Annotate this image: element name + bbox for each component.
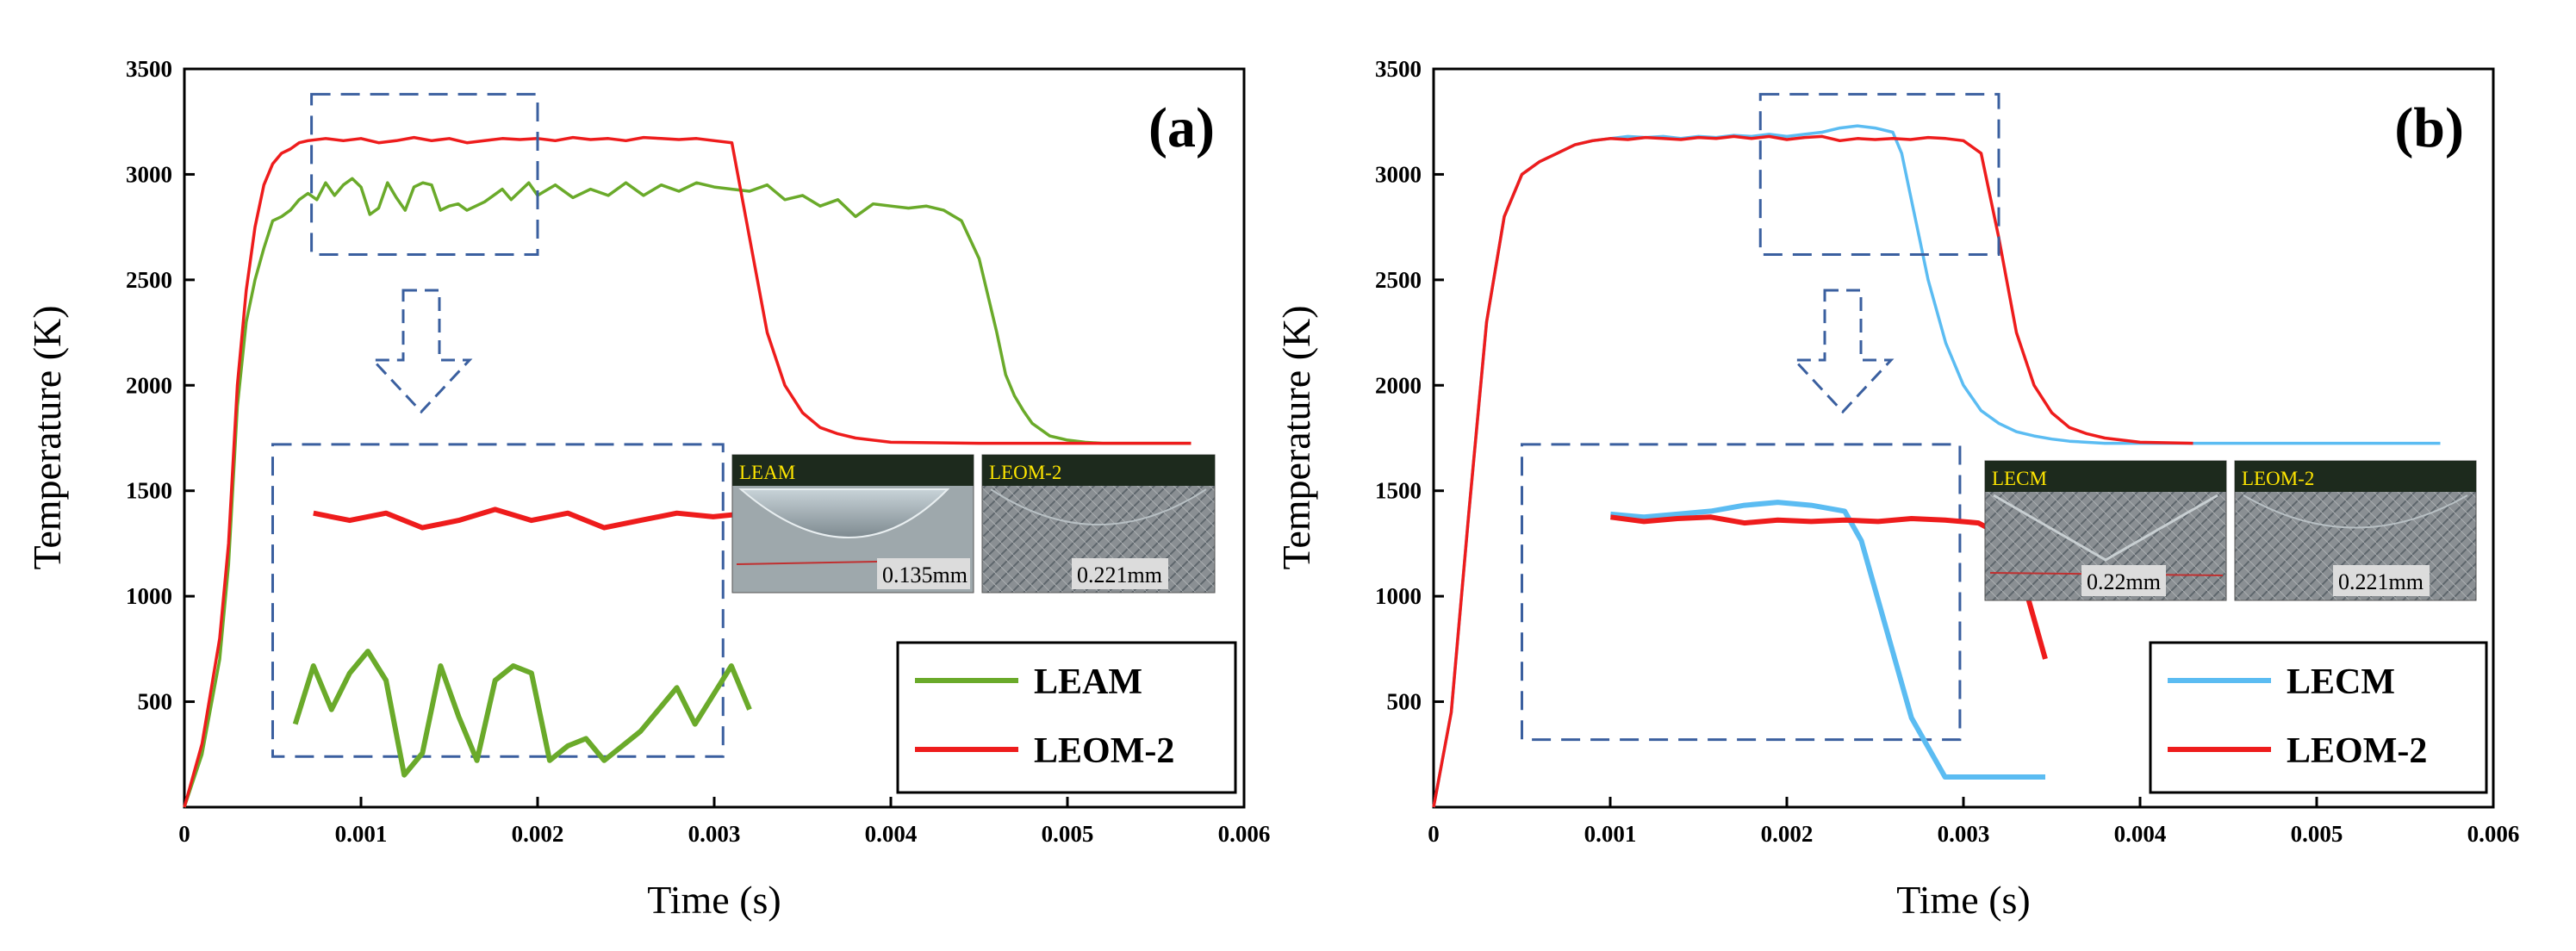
x-tick-label: 0.004 [2114,821,2167,847]
zoom-window-box [1758,92,2000,256]
y-tick-label: 2500 [126,267,172,293]
y-axis: 500 1000 1500 2000 2500 3000 3500 [1375,56,1444,715]
micrograph-label: LECM [1992,468,2047,489]
y-tick-label: 3500 [1375,56,1422,82]
y-axis: 500 1000 1500 2000 2500 3000 3500 [126,56,195,715]
inset-series-line-leom-2 [313,507,750,531]
legend: LEAM LEOM-2 [896,641,1237,794]
inset-box [1521,443,1962,742]
scale-label: 0.221mm [2338,569,2424,594]
x-tick-label: 0.001 [1584,821,1637,847]
scale-label: 0.221mm [1077,563,1162,587]
y-tick-label: 500 [138,689,173,715]
inset-series-line-leam [292,649,752,778]
series-lines [1432,124,2441,808]
scale-label: 0.135mm [882,563,968,587]
y-axis-title: Temperature (K) [25,305,69,569]
x-tick-label: 0.003 [688,821,741,847]
x-tick-label: 0.003 [1938,821,1990,847]
y-tick-label: 2500 [1375,267,1422,293]
x-axis: 0 0.001 0.002 0.003 0.004 0.005 0.006 [178,797,1270,847]
series-line-leam [183,177,1192,808]
legend-label: LEOM-2 [2287,731,2427,771]
inset-lines [1610,500,2048,780]
y-tick-label: 3000 [1375,161,1422,187]
micrograph-label: LEOM-2 [989,462,1061,483]
panel-label: (a) [1148,96,1215,159]
y-tick-label: 2000 [1375,372,1422,398]
y-tick-label: 3500 [126,56,172,82]
legend-label: LEOM-2 [1034,731,1174,771]
x-tick-label: 0.004 [865,821,918,847]
micrograph-lecm: LECM 0.22mm [1984,460,2227,601]
y-tick-label: 1000 [1375,583,1422,609]
x-tick-label: 0 [1428,821,1440,847]
y-tick-label: 1000 [126,583,172,609]
legend-label: LEAM [1034,662,1142,702]
zoom-window-box [310,92,539,256]
x-axis-title: Time (s) [647,878,781,922]
inset-lines [292,507,752,778]
micrograph-leom-2: LEOM-2 0.221mm [981,454,1216,594]
x-tick-label: 0.006 [2467,821,2520,847]
y-tick-label: 2000 [126,372,172,398]
inset-series-line-lecm [1610,500,2045,780]
zoom-arrow-icon [1791,289,1895,414]
x-tick-label: 0.002 [1761,821,1814,847]
y-tick-label: 1500 [126,478,172,504]
micrograph-label: LEAM [739,462,795,483]
x-tick-label: 0.005 [1042,821,1094,847]
x-tick-label: 0.002 [512,821,564,847]
x-tick-label: 0.006 [1218,821,1271,847]
y-tick-label: 1500 [1375,478,1422,504]
x-tick-label: 0.005 [2291,821,2343,847]
y-axis-title: Temperature (K) [1274,305,1318,569]
micrograph-label: LEOM-2 [2242,468,2314,489]
inset-series-line-leom-2 [1610,514,2048,660]
x-axis-title: Time (s) [1896,878,2031,922]
y-tick-label: 3000 [126,161,172,187]
series-line-leom-2 [1432,134,2193,808]
zoom-arrow-icon [370,289,473,414]
panel-label: (b) [2394,96,2464,159]
x-axis: 0 0.001 0.002 0.003 0.004 0.005 0.006 [1428,797,2519,847]
series-lines [183,135,1192,808]
legend-label: LECM [2287,662,2395,702]
x-tick-label: 0.001 [335,821,388,847]
scale-label: 0.22mm [2087,569,2161,594]
series-line-leom-2 [183,135,1192,808]
x-tick-label: 0 [178,821,190,847]
micrograph-leom-2: LEOM-2 0.221mm [2234,460,2477,601]
micrograph-leam: LEAM 0.135mm [731,454,974,594]
legend: LECM LEOM-2 [2149,641,2488,794]
y-tick-label: 500 [1387,689,1422,715]
